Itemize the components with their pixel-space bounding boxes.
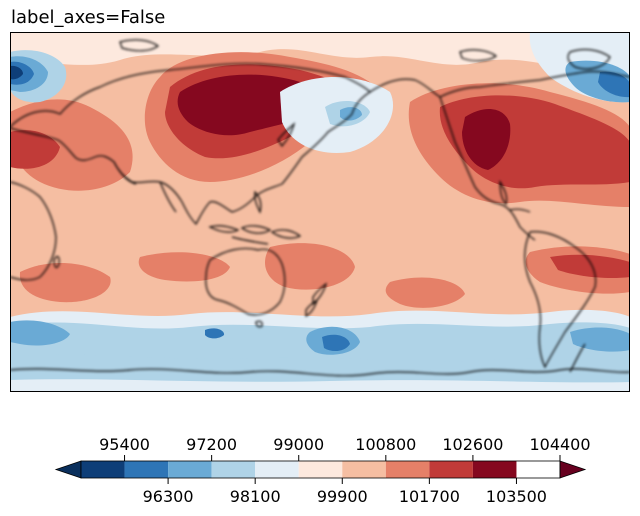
colorbar-top-tick-label: 99000 [273, 435, 324, 454]
colorbar-bottom-tick-label: 96300 [143, 487, 194, 506]
colorbar-top-tick-label: 97200 [186, 435, 237, 454]
colorbar-top-tick-label: 100800 [355, 435, 416, 454]
colorbar-top-tick-label: 104400 [529, 435, 590, 454]
colorbar-boxes [54, 460, 587, 479]
colorbar-outline [80, 460, 561, 479]
coastlines [10, 39, 630, 377]
colorbar-level-box [342, 461, 386, 478]
colorbar-bottom-tick-label: 103500 [486, 487, 547, 506]
colorbar-level-box [255, 461, 299, 478]
colorbar-level-box [168, 461, 212, 478]
colorbar-top-tick-label: 102600 [442, 435, 503, 454]
map-frame [10, 32, 630, 392]
colorbar-level-box [385, 461, 430, 478]
colorbar-extend-under [54, 460, 82, 479]
map-title: label_axes=False [11, 7, 166, 28]
colorbar-top-tick-label: 95400 [99, 435, 150, 454]
colorbar-ticks: 95400 97200 99000 100800 102600 104400 96300 98… [99, 435, 590, 506]
map-border [10, 32, 630, 392]
colorbar-level-box [429, 461, 473, 478]
colorbar-level-box [298, 461, 343, 478]
colorbar-level-box [472, 461, 517, 478]
colorbar-bottom-tick-label: 101700 [399, 487, 460, 506]
colorbar-bottom-tick-label: 99900 [317, 487, 368, 506]
colorbar-bottom-tick-label: 98100 [230, 487, 281, 506]
colorbar-level-box [81, 461, 125, 478]
colorbar-level-box [211, 461, 256, 478]
pressure-field [10, 32, 630, 392]
colorbar-level-box [124, 461, 169, 478]
colorbar-extend-over [559, 460, 587, 479]
